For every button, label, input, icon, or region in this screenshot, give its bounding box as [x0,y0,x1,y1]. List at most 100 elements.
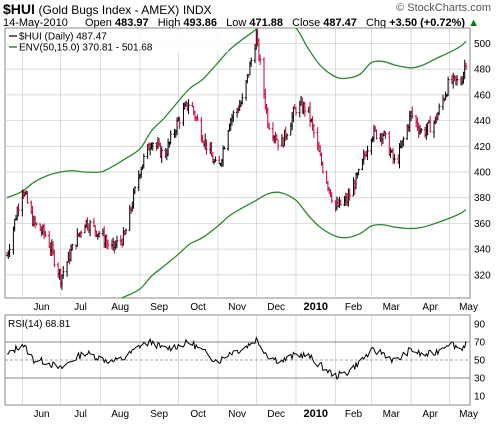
rsi-x-ticks: Jun Jul Aug Sep Oct Nov Dec 2010 Feb Mar Apr May [33,408,478,420]
high-value: 493.86 [183,17,218,29]
ohlc-bar [321,161,325,174]
rsi-y-tick: 50 [474,356,486,367]
ohlc-bar [88,219,92,237]
ohlc-bar [232,110,235,122]
x-tick-label: Sep [150,302,168,313]
ohlc-bar [267,122,271,130]
close-value: 487.47 [323,17,357,29]
ohlc-bar [223,146,226,150]
legend-rsi: RSI(14) 68.81 [8,319,71,330]
ohlc-bar [455,75,459,86]
ohlc-bar [214,156,217,163]
ohlc-bar [464,62,468,70]
rsi-line-group [6,336,467,380]
ohlc-bar [411,106,414,119]
ohlc-bar [393,153,396,164]
x-tick-label: Oct [190,409,206,420]
ohlc-bars [5,29,468,291]
rsi-y-ticks: 10 30 50 70 90 [474,320,486,403]
quote-date: 14-May-2010 [3,17,68,29]
ohlc-bar [53,249,56,268]
ohlc-bar [420,128,423,134]
ohlc-bar [241,93,244,105]
x-tick-label: Oct [190,302,206,313]
ohlc-bar [115,235,119,248]
ohlc-bar [142,153,146,169]
ohlc-bar [294,106,298,116]
ohlc-bar [137,170,140,192]
x-tick-label: Jun [33,409,49,420]
x-tick-label: Feb [345,302,363,313]
chg-label: Chg [365,17,387,29]
price-y-ticks: 320 340 360 380 400 420 440 460 480 500 [474,39,491,281]
x-tick-label: Aug [111,302,129,313]
price-x-ticks: Jun Jul Aug Sep Oct Nov Dec 2010 Feb Mar Apr May [33,301,478,313]
price-y-tick: 440 [474,116,491,127]
open-value: 483.97 [114,17,149,29]
ohlc-bar [348,188,351,201]
price-y-tick: 460 [474,90,491,101]
ohlc-bar [308,101,312,127]
ohlc-bar [330,192,333,204]
symbol: $HUI [3,1,35,17]
x-tick-label: Aug [111,409,129,420]
legend-envelope: ENV(50,15.0) 370.81 - 501.68 [19,43,153,54]
ohlc-bar [71,243,74,251]
ohlc-bar [446,76,450,97]
ohlc-bar [441,94,445,111]
index-name: (Gold Bugs Index - AMEX) [38,3,180,17]
price-y-tick: 320 [474,270,491,281]
price-y-tick: 380 [474,193,491,204]
ohlc-bar [384,131,387,140]
x-tick-label: Feb [345,409,363,420]
ohlc-bar [35,222,38,226]
x-tick-label: Sep [150,409,168,420]
ohlc-bar [375,129,378,140]
ohlc-bar [79,230,83,238]
x-tick-label: Mar [383,302,401,313]
ohlc-bar [26,191,29,204]
ohlc-bar [44,230,47,238]
price-y-tick: 360 [474,219,491,230]
price-y-tick: 420 [474,142,491,153]
price-y-tick: 340 [474,245,491,256]
x-tick-label: May [459,302,478,313]
x-tick-label: Apr [422,302,438,313]
ohlc-bar [250,57,253,67]
x-tick-label: 2010 [304,408,328,420]
ohlc-bar [196,114,199,121]
rsi-y-tick: 70 [474,338,486,349]
ohlc-bar [187,99,190,115]
price-y-tick: 500 [474,39,491,50]
ohlc-bar [76,228,79,247]
ohlc-bar [357,168,360,176]
ohlc-bar [178,116,181,129]
price-legend: $HUI (Daily) 487.47 ENV(50,15.0) 370.81 … [8,30,228,54]
price-grid [5,28,470,298]
price-y-tick: 480 [474,65,491,76]
x-tick-label: May [459,409,478,420]
rsi-line [6,336,467,380]
x-tick-label: Mar [383,409,401,420]
ohlc-bar [160,146,163,164]
x-tick-label: Jun [33,302,49,313]
rsi-y-tick: 30 [474,374,486,385]
price-panel [4,27,471,299]
legend-price: $HUI (Daily) 487.47 [19,32,107,43]
brand-watermark: © StockCharts.com [396,2,491,14]
x-tick-label: Jul [74,409,87,420]
ohlc-bar [339,199,342,206]
ohlc-bar [17,203,20,217]
ohlc-bar [402,136,405,147]
ohlc-bar [429,115,432,133]
chg-value: +3.50 (+0.72%) [389,17,466,29]
close-label: Close [292,17,321,29]
ohlc-bar [312,123,316,138]
rsi-y-tick: 10 [474,392,486,403]
up-arrow-icon: ▲ [468,17,480,29]
ohlc-bar [437,103,441,116]
x-tick-label: Nov [228,409,246,420]
ohlc-bar [258,54,262,66]
ohlc-bar [226,129,230,151]
